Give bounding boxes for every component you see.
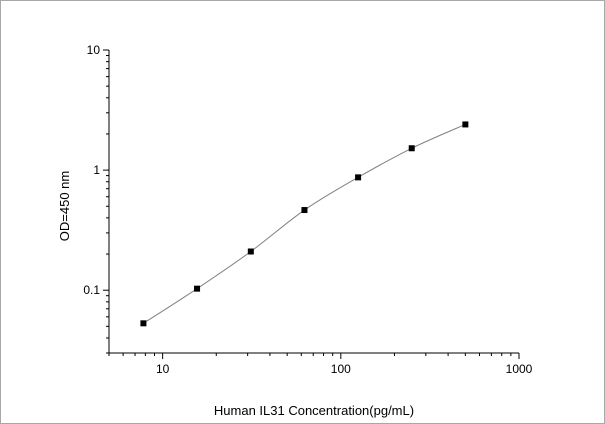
x-tick-label: 10 [156, 362, 170, 376]
y-tick-label: 10 [87, 43, 101, 57]
data-point [408, 145, 415, 152]
x-axis-label: Human IL31 Concentration(pg/mL) [214, 403, 414, 418]
data-point [194, 285, 201, 292]
data-points [140, 121, 469, 327]
y-tick-label: 0.1 [83, 283, 100, 297]
axes [103, 49, 520, 359]
data-point [301, 207, 308, 214]
x-tick-label: 1000 [506, 362, 533, 376]
x-tick-label: 100 [331, 362, 351, 376]
fitted-curve [143, 123, 466, 324]
y-tick-label: 1 [93, 163, 100, 177]
y-axis-label: OD=450 nm [57, 171, 72, 241]
data-point [462, 121, 469, 128]
data-point [247, 248, 254, 255]
tick-labels: 10 100 1000 0.1 1 10 [83, 43, 532, 376]
data-point [355, 174, 362, 181]
data-point [140, 320, 147, 327]
